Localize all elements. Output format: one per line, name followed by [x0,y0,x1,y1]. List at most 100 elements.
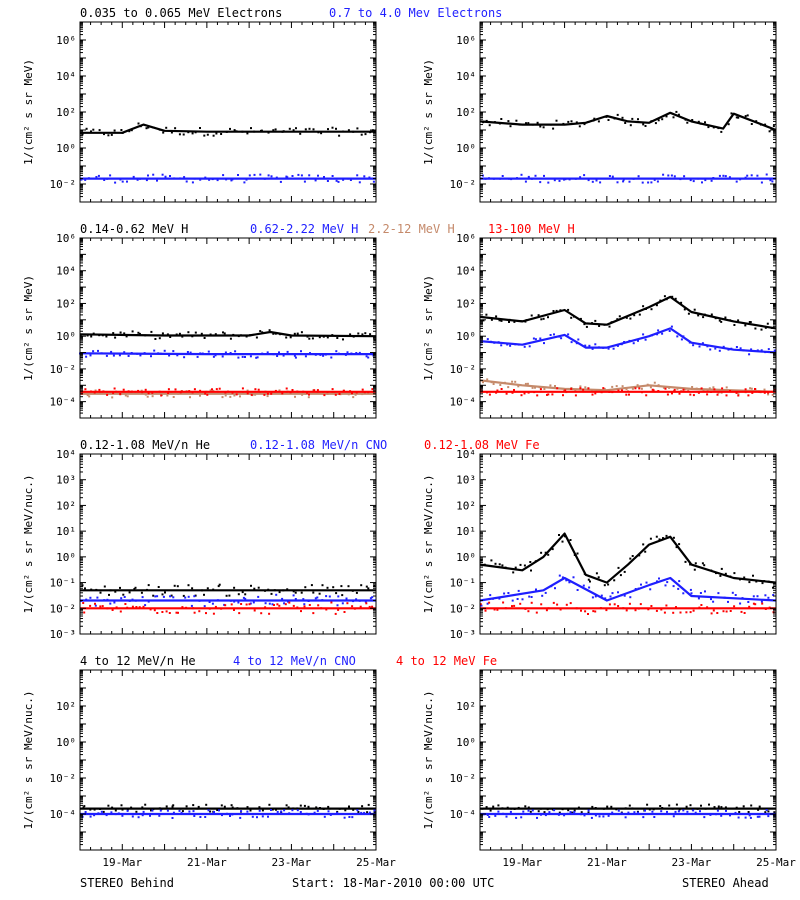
series-point-2-3-42 [257,388,260,391]
series-point-5-2-40 [650,605,653,607]
series-point-6-0-44 [268,803,271,806]
series-point-4-1-8 [113,601,116,604]
series-point-5-1-42 [658,577,660,580]
series-point-6-1-19 [159,809,162,812]
series-point-1-0-34 [624,122,627,124]
series-point-5-2-16 [547,607,550,610]
series-point-7-1-35 [627,811,630,814]
series-point-3-3-47 [678,392,681,395]
series-point-3-1-59 [730,347,733,350]
series-point-7-0-6 [506,806,509,809]
series-point-2-2-15 [144,393,147,396]
series-point-3-2-52 [702,389,705,392]
series-point-3-1-67 [764,351,767,354]
series-point-6-0-67 [366,811,369,814]
series-point-4-2-25 [185,606,188,609]
series-point-3-1-55 [714,347,717,350]
series-point-3-1-24 [584,344,587,347]
series-point-3-1-69 [773,349,776,352]
series-point-7-1-15 [544,814,547,817]
series-point-2-0-36 [232,333,235,336]
series-point-1-1-48 [683,175,686,178]
series-point-7-0-17 [551,808,554,811]
series-point-1-1-23 [579,176,582,179]
series-point-3-2-30 [608,389,610,392]
series-point-5-0-29 [603,584,606,587]
series-point-2-1-57 [322,354,325,357]
series-point-1-1-14 [539,181,542,184]
series-point-7-1-56 [716,809,719,812]
series-point-2-3-25 [188,390,191,393]
series-point-7-1-20 [566,812,569,815]
series-point-3-3-39 [645,394,648,397]
series-point-3-3-66 [758,390,761,393]
series-point-2-2-42 [259,392,261,395]
series-point-2-1-35 [229,352,232,354]
series-point-0-1-64 [349,179,352,181]
series-point-5-2-25 [587,613,589,615]
series-point-4-2-3 [94,602,96,605]
series-point-2-3-2 [90,390,92,393]
ytick-label-6-2: 10² [56,700,76,713]
series-point-0-0-44 [267,131,270,134]
series-point-5-2-55 [712,609,715,612]
series-point-4-1-5 [103,599,106,602]
series-point-2-3-37 [235,393,238,396]
series-point-1-1-27 [595,179,598,182]
series-point-3-3-51 [697,391,700,394]
series-point-7-1-44 [666,810,668,813]
series-point-1-0-4 [498,122,501,125]
series-point-6-1-51 [296,809,299,812]
series-point-2-1-48 [282,354,285,357]
series-point-3-2-44 [668,386,671,389]
series-point-6-0-34 [223,805,226,808]
series-point-5-2-1 [484,609,487,612]
series-point-5-1-33 [620,594,623,597]
series-point-7-1-9 [520,816,523,819]
series-point-4-2-35 [230,603,233,606]
series-point-7-1-55 [715,813,717,816]
series-point-2-3-5 [102,390,105,393]
series-point-6-1-58 [327,810,330,813]
series-point-2-2-2 [88,395,91,398]
series-point-0-0-28 [199,127,201,129]
xtick-label-7-2: 23-Mar [672,856,712,869]
series-point-1-1-42 [656,180,659,183]
series-point-2-0-50 [293,332,296,335]
series-point-2-3-19 [160,394,163,397]
series-point-2-3-20 [167,392,170,394]
series-point-3-3-11 [527,391,530,394]
series-point-3-0-47 [680,301,683,304]
series-point-4-0-4 [99,591,102,594]
series-point-5-2-2 [488,601,491,604]
series-point-6-0-63 [348,805,350,808]
series-point-3-3-13 [536,394,539,397]
series-point-0-0-26 [191,132,194,135]
series-point-7-0-23 [577,806,580,809]
series-point-2-0-58 [326,336,329,339]
series-point-3-2-53 [706,389,709,392]
series-point-3-1-35 [628,339,631,342]
series-point-2-2-53 [304,392,307,395]
series-point-6-0-32 [216,809,219,811]
series-point-4-0-31 [212,588,215,591]
series-point-6-0-35 [230,804,233,807]
series-point-4-1-68 [369,597,372,600]
series-point-4-2-38 [240,603,243,605]
series-point-3-3-35 [628,393,630,396]
series-point-0-0-4 [98,129,101,132]
series-point-5-2-22 [575,607,578,610]
series-point-3-0-52 [702,316,705,319]
series-point-5-2-44 [665,604,668,607]
series-point-7-0-68 [767,810,770,813]
series-point-7-0-55 [713,806,716,809]
series-point-1-0-64 [750,123,753,125]
series-point-6-1-62 [343,816,346,819]
series-point-0-1-30 [208,178,211,181]
series-point-6-0-15 [144,803,147,806]
series-point-7-1-28 [598,815,601,818]
series-point-7-1-30 [607,814,610,817]
series-point-2-1-51 [294,356,297,359]
series-point-6-0-40 [249,809,252,812]
series-point-2-0-55 [311,337,314,340]
